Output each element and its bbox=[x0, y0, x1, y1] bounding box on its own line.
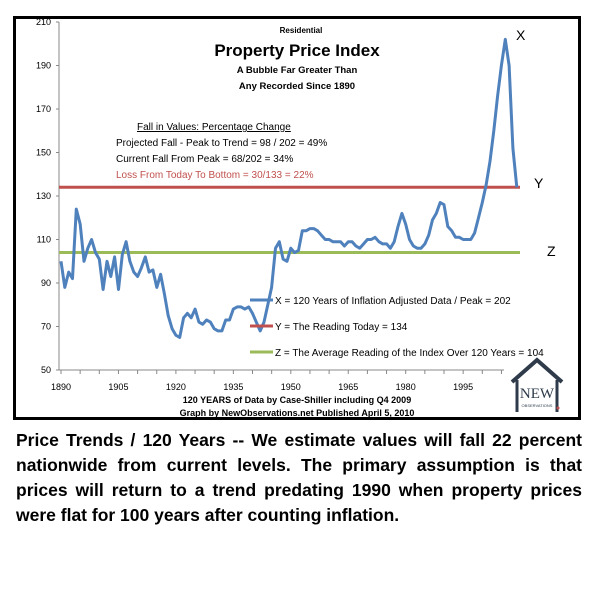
xlabel-line-2: Graph by NewObservations.net Published A… bbox=[180, 408, 415, 418]
y-tick-label: 170 bbox=[36, 104, 51, 114]
x-tick-label: 1980 bbox=[396, 382, 416, 392]
chart-supertitle: Residential bbox=[280, 26, 323, 35]
chart-subtitle-1: A Bubble Far Greater Than bbox=[237, 65, 358, 76]
y-tick-label: 130 bbox=[36, 191, 51, 201]
new-observations-logo: NEW OBSERVATIONS bbox=[510, 357, 564, 412]
annotation-heading: Fall in Values: Percentage Change bbox=[137, 122, 291, 133]
y-tick-label: 70 bbox=[41, 322, 51, 332]
legend: X = 120 Years of Inflation Adjusted Data… bbox=[250, 296, 544, 359]
xlabel-line-1: 120 YEARS of Data by Case-Shiller includ… bbox=[183, 395, 411, 405]
legend-label-x: X = 120 Years of Inflation Adjusted Data… bbox=[275, 296, 511, 307]
x-tick-label: 1920 bbox=[166, 382, 186, 392]
x-tick-label: 1950 bbox=[281, 382, 301, 392]
y-tick-label: 190 bbox=[36, 61, 51, 71]
chart-frame bbox=[13, 16, 581, 420]
label-z: Z bbox=[547, 243, 556, 259]
legend-label-y: Y = The Reading Today = 134 bbox=[275, 322, 408, 333]
x-tick-label: 1890 bbox=[51, 382, 71, 392]
x-tick-label: 1995 bbox=[453, 382, 473, 392]
label-y: Y bbox=[534, 175, 544, 191]
svg-text:NEW: NEW bbox=[520, 386, 555, 402]
y-tick-label: 90 bbox=[41, 278, 51, 288]
annotation-line-2: Current Fall From Peak = 68/202 = 34% bbox=[116, 154, 293, 165]
y-tick-label: 110 bbox=[37, 235, 51, 245]
x-tick-label: 1965 bbox=[338, 382, 358, 392]
y-tick-label: 50 bbox=[41, 365, 51, 375]
price-index-line bbox=[59, 37, 519, 339]
x-tick-label: 1905 bbox=[108, 382, 128, 392]
y-tick-label: 210 bbox=[36, 17, 51, 27]
legend-label-z: Z = The Average Reading of the Index Ove… bbox=[275, 348, 544, 359]
chart-subtitle-2: Any Recorded Since 1890 bbox=[239, 81, 355, 92]
annotation-highlight: Loss From Today To Bottom = 30/133 = 22% bbox=[116, 170, 314, 181]
label-x: X bbox=[516, 27, 526, 43]
caption: Price Trends / 120 Years -- We estimate … bbox=[16, 430, 582, 525]
chart-title: Property Price Index bbox=[214, 41, 380, 60]
price-index-chart: 50 70 90 110 130 150 170 190 210 1890 1905 1920 1935… bbox=[36, 17, 564, 418]
annotation-line-1: Projected Fall - Peak to Trend = 98 / 20… bbox=[116, 138, 327, 149]
x-tick-label: 1935 bbox=[223, 382, 243, 392]
svg-text:OBSERVATIONS: OBSERVATIONS bbox=[522, 403, 553, 408]
y-tick-label: 150 bbox=[36, 148, 51, 158]
